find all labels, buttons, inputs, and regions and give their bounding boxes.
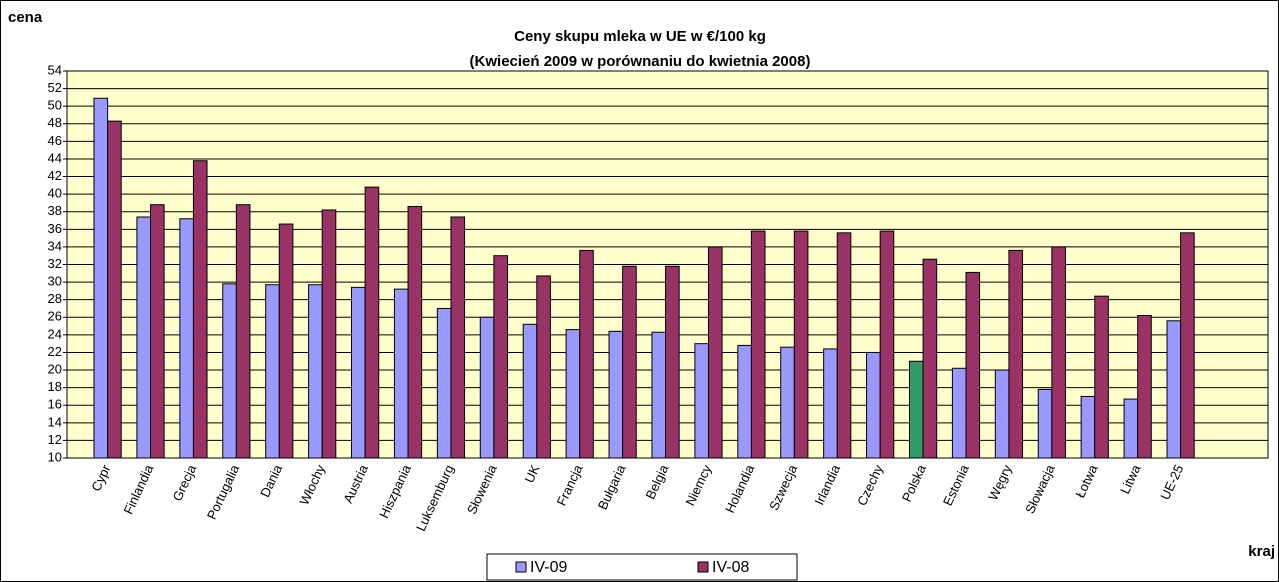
bar [707, 246, 723, 459]
legend-box [486, 553, 798, 581]
bar [622, 265, 637, 459]
bar [364, 186, 380, 459]
y-tick-label: 32 [48, 256, 62, 271]
bar [407, 205, 423, 459]
bar [479, 316, 495, 459]
bar [222, 283, 237, 459]
bar [1008, 249, 1024, 459]
legend-label: IV-09 [530, 559, 567, 576]
y-tick-label: 34 [48, 238, 62, 253]
legend-swatch [515, 561, 527, 573]
bar [150, 204, 165, 459]
y-tick-label: 22 [48, 344, 62, 359]
y-tick-label: 12 [48, 432, 62, 447]
y-tick-label: 40 [48, 186, 62, 201]
bar [393, 288, 409, 459]
bar [565, 329, 581, 459]
bar [965, 271, 981, 459]
bar [951, 367, 967, 459]
bar [536, 275, 551, 459]
bar [922, 258, 938, 459]
bar [793, 230, 809, 459]
bar [994, 369, 1010, 459]
bar [694, 343, 709, 459]
bar [351, 286, 366, 459]
bar [651, 331, 667, 459]
bar [908, 360, 924, 459]
y-tick-label: 48 [48, 115, 62, 130]
y-tick-label: 36 [48, 221, 62, 236]
bar [1166, 320, 1182, 459]
bar [750, 230, 766, 459]
bar [179, 218, 194, 459]
bar [93, 97, 109, 459]
legend-swatch [697, 561, 709, 573]
bar [192, 160, 208, 459]
bar [235, 204, 251, 459]
y-tick-label: 20 [48, 361, 62, 376]
y-tick-label: 38 [48, 203, 62, 218]
bar [836, 232, 852, 459]
bar [278, 223, 294, 459]
bar [1094, 295, 1109, 459]
y-tick-label: 46 [48, 133, 62, 148]
y-tick-label: 14 [48, 414, 62, 429]
bar [136, 216, 152, 459]
bar [866, 351, 881, 459]
bar [308, 284, 323, 459]
bar [1180, 232, 1195, 459]
y-tick-label: 50 [48, 98, 62, 113]
bar [823, 348, 838, 459]
y-tick-label: 18 [48, 379, 62, 394]
bar [1037, 388, 1053, 459]
bar [522, 323, 538, 459]
y-axis-label: cena [8, 9, 43, 26]
bar [665, 265, 680, 459]
legend-label: IV-08 [712, 559, 749, 576]
bar [436, 307, 452, 459]
y-tick-label: 54 [48, 62, 62, 77]
y-tick-label: 52 [48, 80, 62, 95]
bar [1080, 395, 1096, 459]
bar [1123, 398, 1139, 459]
bar [1051, 246, 1066, 459]
bar [321, 209, 337, 459]
y-tick-label: 42 [48, 168, 62, 183]
y-tick-label: 26 [48, 309, 62, 324]
y-tick-label: 16 [48, 397, 62, 412]
bar [493, 255, 508, 459]
y-tick-label: 44 [48, 150, 62, 165]
bar [737, 344, 752, 459]
bar [450, 216, 466, 459]
bar [579, 249, 594, 459]
x-axis-label: kraj [1248, 543, 1275, 560]
bar [265, 284, 280, 459]
y-tick-label: 10 [48, 449, 62, 464]
bar [1137, 315, 1152, 459]
bar [780, 346, 795, 459]
chart-title: Ceny skupu mleka w UE w €/100 kg [514, 28, 766, 45]
bar [879, 230, 895, 459]
y-tick-label: 24 [48, 326, 62, 341]
bar [608, 330, 624, 459]
chart-subtitle: (Kwiecień 2009 w porównaniu do kwietnia … [470, 53, 811, 70]
bar [107, 120, 122, 459]
x-tick-label: UK [521, 462, 542, 485]
y-tick-label: 28 [48, 291, 62, 306]
y-tick-label: 30 [48, 274, 62, 289]
